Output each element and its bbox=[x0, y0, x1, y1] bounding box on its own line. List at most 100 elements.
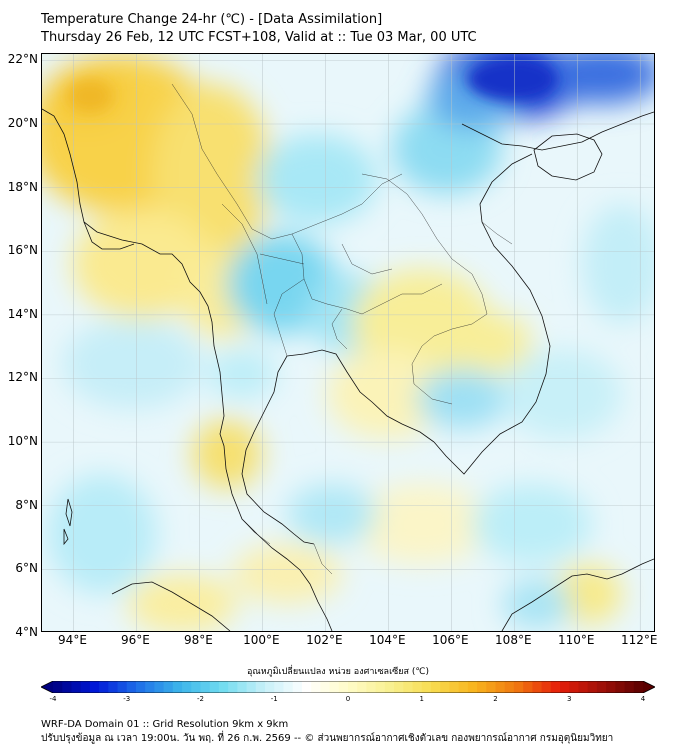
colorbar-segment bbox=[283, 681, 294, 693]
colorbar-segment bbox=[62, 681, 72, 693]
colorbar-segment bbox=[624, 681, 635, 693]
lat-tick-label: 6°N bbox=[15, 561, 38, 576]
lon-tick-label: 100°E bbox=[243, 633, 280, 647]
footer-credit: ปรับปรุงข้อมูล ณ เวลา 19:00น. วัน พฤ. ที… bbox=[41, 733, 614, 744]
colorbar-segment bbox=[440, 681, 450, 693]
colorbar-segment bbox=[560, 681, 570, 693]
colorbar-segment bbox=[191, 681, 201, 693]
colorbar-segment bbox=[615, 681, 626, 693]
colorbar-min-extend-arrow bbox=[41, 681, 53, 693]
temperature-change-map bbox=[41, 53, 655, 632]
colorbar-segment bbox=[71, 681, 82, 693]
lat-tick-label: 14°N bbox=[7, 306, 38, 321]
chart-subtitle: Thursday 26 Feb, 12 UTC FCST+108, Valid … bbox=[41, 30, 477, 45]
colorbar-segment bbox=[135, 681, 146, 693]
colorbar-segment bbox=[108, 681, 119, 693]
lat-tick-label: 22°N bbox=[7, 52, 38, 67]
colorbar-segment bbox=[606, 681, 616, 693]
map-canvas bbox=[42, 54, 654, 631]
lon-tick-label: 102°E bbox=[306, 633, 343, 647]
colorbar-segment bbox=[633, 681, 644, 693]
colorbar-segment bbox=[246, 681, 257, 693]
colorbar-segment bbox=[265, 681, 275, 693]
lon-tick-label: 106°E bbox=[432, 633, 469, 647]
colorbar-segment bbox=[182, 681, 192, 693]
colorbar-segment bbox=[209, 681, 220, 693]
colorbar-tick-label: 3 bbox=[567, 695, 572, 703]
colorbar-segment bbox=[504, 681, 515, 693]
colorbar-segment bbox=[550, 681, 561, 693]
colorbar-tick-label: -2 bbox=[197, 695, 204, 703]
colorbar-segment bbox=[163, 681, 174, 693]
lat-tick-label: 18°N bbox=[7, 179, 38, 194]
chart-title: Temperature Change 24-hr (℃) - [Data Ass… bbox=[41, 12, 383, 27]
lat-tick-label: 12°N bbox=[7, 370, 38, 385]
colorbar-tick-label: -4 bbox=[49, 695, 57, 703]
colorbar-segment bbox=[357, 681, 367, 693]
colorbar-segment bbox=[53, 681, 63, 693]
colorbar-label: อุณหภูมิเปลี่ยนแปลง หน่วย องศาเซลเซียส (… bbox=[246, 667, 430, 677]
lon-tick-label: 94°E bbox=[58, 633, 87, 647]
colorbar-segment bbox=[587, 681, 598, 693]
colorbar-segment bbox=[218, 681, 229, 693]
colorbar-tick-label: 4 bbox=[640, 695, 646, 703]
lat-tick-label: 8°N bbox=[15, 497, 38, 512]
colorbar-segment bbox=[126, 681, 137, 693]
colorbar-segment bbox=[394, 681, 404, 693]
colorbar-segment bbox=[541, 681, 552, 693]
colorbar-segment bbox=[366, 681, 377, 693]
colorbar-segment bbox=[89, 681, 100, 693]
colorbar-segment bbox=[477, 681, 487, 693]
colorbar-tick-label: -3 bbox=[123, 695, 131, 703]
colorbar-segment bbox=[80, 681, 91, 693]
colorbar-max-extend-arrow bbox=[643, 681, 655, 693]
colorbar-segment bbox=[154, 681, 165, 693]
colorbar-segment bbox=[200, 681, 211, 693]
colorbar-tick-label: 1 bbox=[419, 695, 424, 703]
lat-tick-label: 20°N bbox=[7, 115, 38, 130]
colorbar-segment bbox=[301, 681, 312, 693]
lon-tick-label: 112°E bbox=[621, 633, 658, 647]
colorbar-segment bbox=[311, 681, 321, 693]
lon-tick-label: 108°E bbox=[495, 633, 532, 647]
lon-tick-label: 104°E bbox=[369, 633, 406, 647]
colorbar-segment bbox=[486, 681, 496, 693]
lat-tick-label: 4°N bbox=[15, 625, 38, 639]
colorbar-segment bbox=[99, 681, 109, 693]
colorbar-tick-label: 2 bbox=[493, 695, 498, 703]
colorbar-segment bbox=[449, 681, 460, 693]
colorbar-segment bbox=[569, 681, 579, 693]
lon-tick-label: 98°E bbox=[183, 633, 213, 647]
lat-tick-label: 16°N bbox=[7, 243, 38, 258]
map-gridlines bbox=[42, 54, 654, 631]
colorbar-segment bbox=[513, 681, 524, 693]
temperature-field bbox=[42, 54, 654, 631]
colorbar-segment bbox=[412, 681, 423, 693]
colorbar-segment bbox=[523, 681, 533, 693]
colorbar-segment bbox=[421, 681, 432, 693]
lon-tick-label: 110°E bbox=[558, 633, 595, 647]
colorbar-tick-label: 0 bbox=[345, 695, 351, 703]
colorbar-segment bbox=[145, 681, 155, 693]
colorbar-segment bbox=[329, 681, 340, 693]
coastlines-and-borders bbox=[42, 108, 654, 631]
colorbar-segment bbox=[237, 681, 248, 693]
colorbar-tick-label: -1 bbox=[270, 695, 278, 703]
colorbar-segment bbox=[320, 681, 331, 693]
colorbar-segment bbox=[255, 681, 266, 693]
colorbar-segment bbox=[117, 681, 128, 693]
colorbar-segment bbox=[467, 681, 478, 693]
colorbar-segment bbox=[348, 681, 358, 693]
footer-model-info: WRF-DA Domain 01 :: Grid Resolution 9km … bbox=[41, 719, 289, 730]
colorbar-segment bbox=[338, 681, 349, 693]
colorbar-segment bbox=[458, 681, 469, 693]
colorbar-segment bbox=[228, 681, 238, 693]
colorbar-segment bbox=[578, 681, 589, 693]
colorbar-segment bbox=[274, 681, 284, 693]
colorbar bbox=[41, 681, 655, 693]
colorbar-segment bbox=[384, 681, 395, 693]
colorbar-segment bbox=[430, 681, 441, 693]
colorbar-segment bbox=[532, 681, 543, 693]
colorbar-segment bbox=[495, 681, 506, 693]
colorbar-segment bbox=[596, 681, 607, 693]
